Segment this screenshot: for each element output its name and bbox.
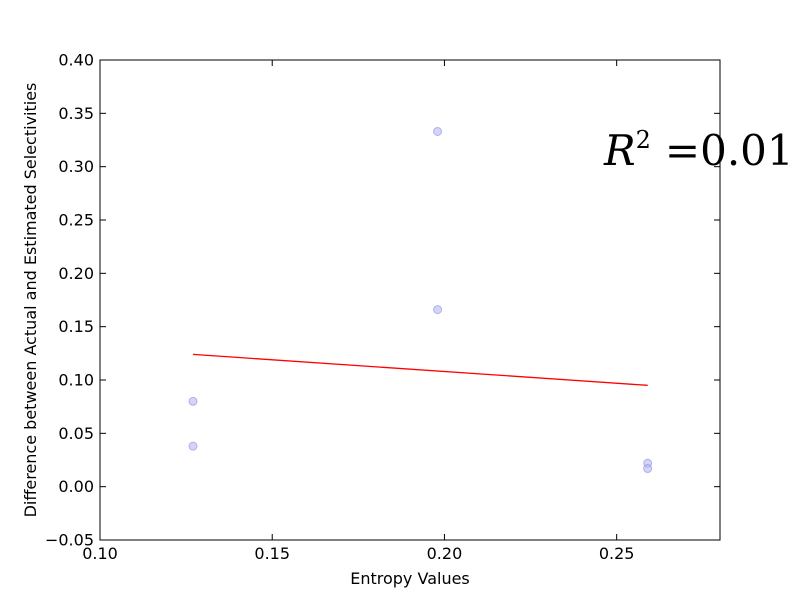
y-tick-label: 0.35 [58,104,94,123]
y-tick-label: 0.00 [58,477,94,496]
y-tick-label: 0.40 [58,51,94,70]
scatter-point-5 [643,464,653,474]
y-tick-label: 0.25 [58,211,94,230]
y-tick-label: 0.05 [58,424,94,443]
r-squared-symbol: R [603,126,636,175]
x-tick-label: 0.20 [427,544,463,563]
x-axis-label: Entropy Values [350,569,470,588]
y-tick-label: −0.05 [45,531,94,550]
y-tick-label: 0.30 [58,157,94,176]
x-tick-label: 0.10 [82,544,118,563]
regression-line [192,353,648,386]
x-tick-label: 0.15 [254,544,290,563]
axis-ticks: 0.10 0.15 0.20 0.25 −0.05 0.00 0.05 0.10 0.15 0.2… [45,51,720,563]
y-tick-label: 0.10 [58,371,94,390]
y-tick-label: 0.20 [58,264,94,283]
scatter-point-3 [433,305,443,315]
r-squared-exponent: 2 [636,126,651,154]
plot-frame [99,59,721,541]
x-tick-label: 0.25 [599,544,635,563]
y-tick-label: 0.15 [58,317,94,336]
r-squared-equals: = [665,126,700,175]
chart-marks [188,126,653,474]
y-axis-label: Difference between Actual and Estimated … [21,83,40,518]
r-squared-annotation: R2 =0.01 [603,126,794,175]
scatter-point-1 [188,441,198,451]
scatter-point-0 [188,396,198,406]
r-squared-value: 0.01 [700,126,794,175]
scatter-point-2 [433,126,443,136]
